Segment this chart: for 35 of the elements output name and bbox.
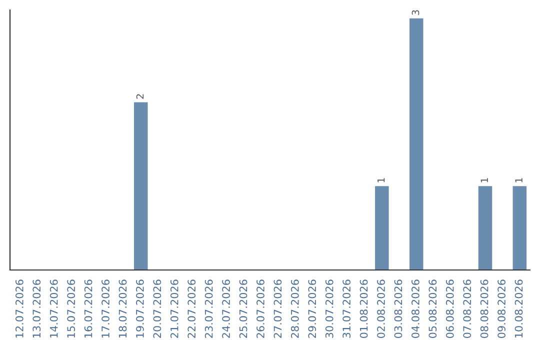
data-label: 1 xyxy=(515,178,522,182)
x-tick-label: 31.07.2026 xyxy=(342,280,351,338)
x-tick-label: 01.08.2026 xyxy=(360,280,368,338)
x-tick-label: 07.08.2026 xyxy=(463,280,472,338)
x-tick-label: 09.08.2026 xyxy=(498,280,506,338)
x-tick-label: 15.07.2026 xyxy=(67,280,76,338)
data-label: 2 xyxy=(136,94,144,99)
x-tick-label: 24.07.2026 xyxy=(222,280,230,338)
x-tick-label: 27.07.2026 xyxy=(274,280,282,338)
x-tick-label: 13.07.2026 xyxy=(32,280,41,338)
x-tick-label: 20.07.2026 xyxy=(153,280,162,338)
x-tick-label: 04.08.2026 xyxy=(412,280,420,338)
data-label: 3 xyxy=(412,10,420,15)
data-label: 1 xyxy=(378,178,385,182)
data-label: 1 xyxy=(480,178,488,182)
x-tick-label: 06.08.2026 xyxy=(446,280,454,338)
x-tick-label: 10.08.2026 xyxy=(514,280,523,338)
x-tick-label: 19.07.2026 xyxy=(136,280,144,338)
x-tick-label: 17.07.2026 xyxy=(102,280,110,338)
x-tick-label: 14.07.2026 xyxy=(50,280,58,338)
x-tick-label: 16.07.2026 xyxy=(84,280,92,338)
x-tick-label: 03.08.2026 xyxy=(394,280,402,338)
x-tick-label: 12.07.2026 xyxy=(15,280,24,338)
x-tick-label: 23.07.2026 xyxy=(204,280,213,338)
x-tick-label: 22.07.2026 xyxy=(188,280,196,338)
x-tick-label: 25.07.2026 xyxy=(239,280,248,338)
x-tick-label: 29.07.2026 xyxy=(308,280,316,338)
x-tick-label: 05.08.2026 xyxy=(428,280,437,338)
x-tick-label: 28.07.2026 xyxy=(290,280,299,338)
x-tick-label: 21.07.2026 xyxy=(170,280,178,338)
x-tick-label: 08.08.2026 xyxy=(480,280,488,338)
x-tick-label: 02.08.2026 xyxy=(377,280,385,338)
x-tick-label: 26.07.2026 xyxy=(256,280,264,338)
x-tick-label: 30.07.2026 xyxy=(325,280,334,338)
x-tick-label: 18.07.2026 xyxy=(118,280,127,338)
